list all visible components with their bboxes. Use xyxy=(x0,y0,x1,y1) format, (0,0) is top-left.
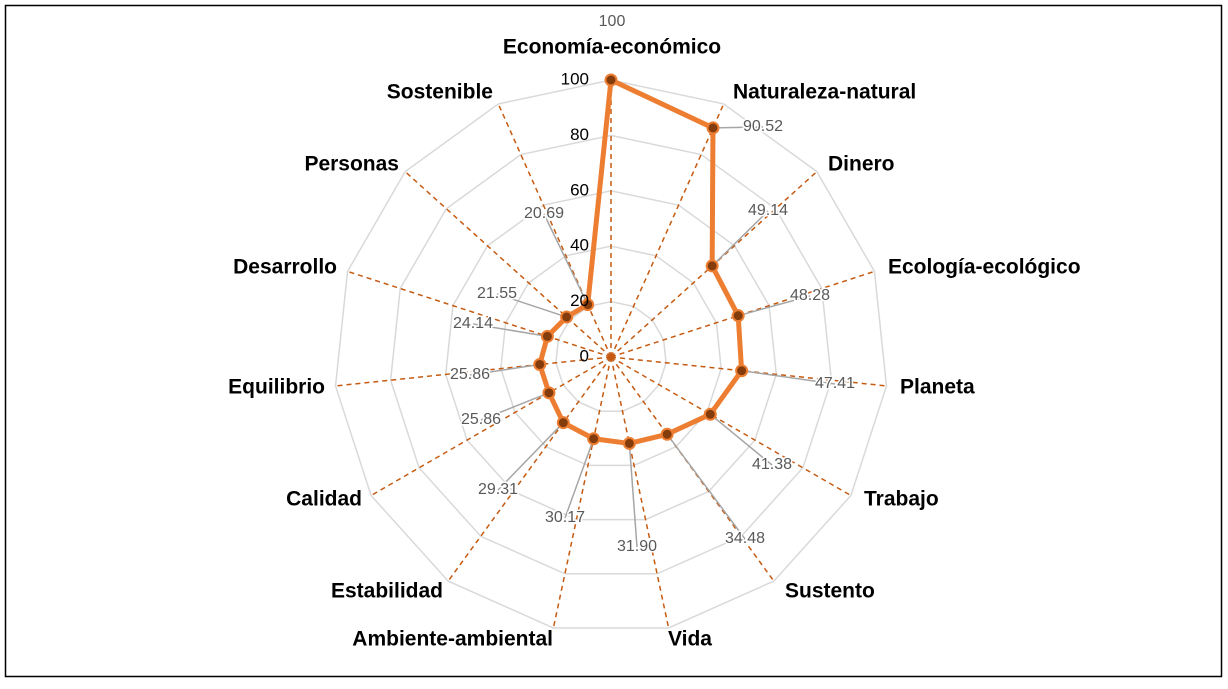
series xyxy=(533,73,749,450)
category-label: Equilibrio xyxy=(228,376,325,399)
category-label: Estabilidad xyxy=(331,580,443,603)
marker xyxy=(533,357,547,371)
grid-ring xyxy=(555,300,667,412)
series-line xyxy=(537,77,745,446)
category-label: Personas xyxy=(304,153,399,176)
grid-ring xyxy=(444,190,778,521)
leader-line xyxy=(480,392,550,421)
leader-line xyxy=(469,363,540,376)
data-label: 24.14 xyxy=(453,315,493,332)
marker xyxy=(706,121,720,135)
frame xyxy=(4,4,1223,678)
category-label: Vida xyxy=(668,628,712,651)
marker xyxy=(587,432,601,446)
data-label: 47.41 xyxy=(815,375,855,392)
data-label: 20.69 xyxy=(524,205,564,222)
leader-line xyxy=(497,422,564,491)
data-label: 48.28 xyxy=(790,287,830,304)
leader-line xyxy=(472,323,548,338)
leader-line xyxy=(741,369,836,385)
leader-line xyxy=(543,213,589,305)
r-tick-label: 20 xyxy=(570,291,589,310)
data-label: 21.55 xyxy=(477,285,517,302)
spoke xyxy=(610,103,725,358)
category-label: Naturaleza-natural xyxy=(733,81,916,104)
marker xyxy=(604,73,618,87)
spoke xyxy=(370,356,612,497)
r-tick-label: 60 xyxy=(570,180,589,199)
data-label: 25.86 xyxy=(461,411,501,428)
category-label: Ambiente-ambiental xyxy=(352,628,553,651)
labels: 0 20 40 60 80 100 Economía-económico Naturaleza… xyxy=(228,12,1081,651)
leader-line xyxy=(709,413,773,466)
spoke xyxy=(610,356,670,629)
marker xyxy=(581,298,595,312)
spoke xyxy=(335,356,612,387)
grid-ring xyxy=(334,79,888,629)
data-label: 25.86 xyxy=(450,366,490,383)
marker xyxy=(622,436,636,450)
data-label: 31.90 xyxy=(617,538,657,555)
leader-line xyxy=(628,443,638,548)
marker xyxy=(735,364,749,378)
data-label: 41.38 xyxy=(752,456,792,473)
marker xyxy=(731,309,745,323)
category-label: Ecología-ecológico xyxy=(888,256,1081,279)
marker xyxy=(703,407,717,421)
marker xyxy=(542,386,556,400)
category-label: Calidad xyxy=(286,488,362,511)
leader-line xyxy=(712,126,764,129)
leader-line xyxy=(711,210,769,267)
spoke xyxy=(610,356,852,497)
leader-line xyxy=(737,295,811,317)
category-label: Desarrollo xyxy=(233,256,337,279)
r-tick-label: 40 xyxy=(570,236,589,255)
leader-line xyxy=(666,433,746,540)
spoke xyxy=(404,171,612,358)
leaders xyxy=(469,126,836,548)
category-label: Sustento xyxy=(785,580,875,603)
marker xyxy=(560,310,574,324)
category-label: Trabajo xyxy=(864,488,939,511)
spoke xyxy=(447,356,612,582)
category-label: Planeta xyxy=(900,376,975,399)
spoke xyxy=(552,356,612,629)
marker xyxy=(540,329,554,343)
spoke xyxy=(497,103,612,358)
r-tick-label: 100 xyxy=(561,69,589,88)
spoke xyxy=(347,270,612,358)
marker xyxy=(660,427,674,441)
category-label: Sostenible xyxy=(387,81,493,104)
data-label: 34.48 xyxy=(725,530,765,547)
category-label: Economía-económico xyxy=(503,36,721,59)
r-tick-label: 80 xyxy=(570,125,589,144)
grid-ring xyxy=(500,245,722,467)
data-label: 29.31 xyxy=(478,481,518,498)
data-label: 49.14 xyxy=(748,202,788,219)
marker xyxy=(705,259,719,273)
r-tick-label: 0 xyxy=(580,346,589,365)
grid xyxy=(334,79,888,629)
data-label: 100 xyxy=(599,13,626,30)
leader-line xyxy=(564,438,595,519)
grid-ring xyxy=(389,134,833,575)
data-label: 90.52 xyxy=(743,118,783,135)
leader-line xyxy=(496,293,567,318)
category-label: Dinero xyxy=(828,153,895,176)
marker xyxy=(556,416,570,430)
spokes xyxy=(335,80,887,629)
data-label: 30.17 xyxy=(545,509,585,526)
